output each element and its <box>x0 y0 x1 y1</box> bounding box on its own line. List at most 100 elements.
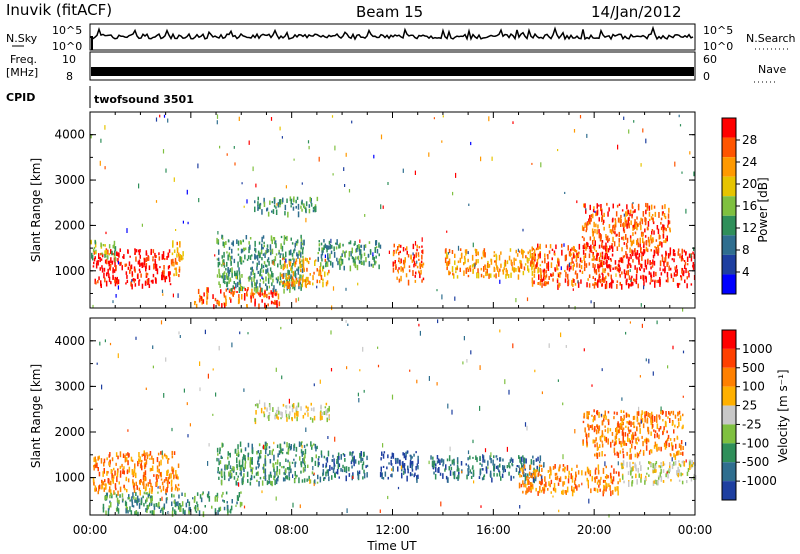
power-cell <box>600 204 602 209</box>
velocity-cell <box>151 495 153 501</box>
power-cell <box>161 274 163 281</box>
power-cell <box>336 239 338 246</box>
power-cell <box>547 266 550 271</box>
power-cell <box>273 285 275 290</box>
power-cell <box>643 281 645 287</box>
velocity-speck <box>239 331 241 335</box>
velocity-cell <box>557 482 560 486</box>
velocity-cell <box>452 471 455 476</box>
power-cell <box>250 267 252 270</box>
power-cell <box>326 245 328 250</box>
velocity-cell <box>116 506 119 512</box>
velocity-cell <box>336 469 339 475</box>
velocity-cell <box>470 475 473 479</box>
velocity-cell <box>302 450 304 456</box>
velocity-cell <box>153 506 156 510</box>
velocity-cell <box>497 465 499 471</box>
power-cell <box>527 251 529 255</box>
velocity-cell <box>128 453 130 457</box>
velocity-cell <box>189 507 191 512</box>
velocity-cell <box>668 442 670 448</box>
power-cell <box>532 247 535 251</box>
velocity-cell <box>352 451 354 454</box>
velocity-cell <box>382 465 385 468</box>
power-cell <box>95 281 97 285</box>
power-cell <box>360 244 363 248</box>
power-cell <box>301 208 303 212</box>
velocity-cell <box>230 505 233 511</box>
velocity-cell <box>95 459 97 465</box>
velocity-cell <box>435 466 437 473</box>
power-cell <box>650 272 652 278</box>
velocity-cell <box>217 471 219 474</box>
velocity-cell <box>693 473 695 480</box>
velocity-cell <box>159 509 162 513</box>
power-cell <box>402 247 405 252</box>
power-cell <box>375 240 378 246</box>
power-cell <box>152 249 155 254</box>
velocity-cell <box>366 464 369 468</box>
velocity-cell <box>362 451 365 458</box>
velocity-speck <box>178 331 180 335</box>
velocity-cell <box>582 440 584 445</box>
power-cell <box>212 294 214 299</box>
power-cell <box>293 286 296 291</box>
velocity-cell <box>601 443 604 448</box>
power-cell <box>543 268 546 274</box>
power-cell <box>318 280 321 284</box>
power-cell <box>607 256 610 261</box>
velocity-speck <box>479 365 481 370</box>
power-cell <box>292 278 295 285</box>
power-cell <box>550 274 553 277</box>
power-cell <box>667 277 669 283</box>
power-speck <box>197 163 199 169</box>
velocity-cell <box>187 499 189 503</box>
power-cell <box>159 266 161 269</box>
power-cell <box>402 259 405 265</box>
power-cell <box>302 264 305 269</box>
power-cell <box>652 254 655 259</box>
power-cell <box>367 253 370 258</box>
velocity-cell <box>554 472 557 476</box>
power-cell <box>402 268 404 273</box>
power-cell <box>618 238 620 243</box>
velocity-cell <box>138 452 140 458</box>
velocity-cell <box>562 464 565 467</box>
velocity-cell <box>167 459 169 464</box>
velocity-cell <box>575 471 577 478</box>
velocity-cell <box>167 511 169 514</box>
power-cell <box>108 260 110 267</box>
velocity-cell <box>176 487 179 492</box>
power-cell <box>548 250 551 254</box>
power-colorbar-label: Power [dB] <box>756 177 770 242</box>
velocity-cell <box>276 409 278 415</box>
power-cell <box>602 222 604 225</box>
velocity-cell <box>605 436 608 443</box>
power-cell <box>300 274 302 281</box>
power-cell <box>283 235 286 242</box>
power-cell <box>221 255 223 259</box>
velocity-cell <box>279 443 281 449</box>
power-cell <box>634 248 636 253</box>
power-cell <box>263 294 266 298</box>
velocity-cell <box>554 476 557 480</box>
velocity-speck <box>330 330 332 335</box>
velocity-cell <box>133 471 135 477</box>
power-speck <box>526 297 529 302</box>
power-cell <box>101 253 104 258</box>
power-cell <box>303 268 305 272</box>
velocity-cell <box>262 466 264 470</box>
power-cell <box>267 211 270 217</box>
power-cell <box>608 264 611 269</box>
power-cell <box>669 253 671 257</box>
power-cell <box>267 278 270 284</box>
power-cell <box>271 239 273 244</box>
velocity-speck <box>168 511 170 515</box>
power-cell <box>625 234 627 240</box>
power-cell <box>399 250 401 254</box>
velocity-cell <box>489 470 492 476</box>
velocity-cell <box>227 464 229 469</box>
cpid-value: twofsound 3501 <box>94 93 194 106</box>
power-cell <box>319 267 321 270</box>
power-cell <box>595 250 597 253</box>
